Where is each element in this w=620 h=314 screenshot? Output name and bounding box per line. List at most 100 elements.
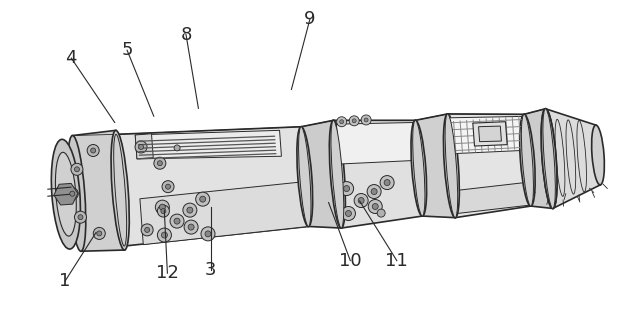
Text: 8: 8: [180, 25, 192, 44]
Circle shape: [340, 120, 343, 124]
Text: 12: 12: [156, 264, 179, 282]
Circle shape: [354, 193, 368, 208]
Circle shape: [349, 116, 359, 126]
Ellipse shape: [297, 127, 312, 226]
Ellipse shape: [111, 130, 130, 250]
Circle shape: [184, 220, 198, 234]
Circle shape: [74, 211, 86, 223]
Circle shape: [162, 181, 174, 193]
Polygon shape: [546, 109, 600, 208]
Circle shape: [367, 185, 381, 198]
Polygon shape: [116, 127, 309, 246]
Circle shape: [157, 205, 169, 217]
Polygon shape: [140, 181, 309, 245]
Circle shape: [135, 141, 147, 153]
Polygon shape: [135, 130, 281, 159]
Circle shape: [138, 144, 144, 149]
Polygon shape: [337, 122, 415, 164]
Circle shape: [70, 191, 75, 196]
Circle shape: [361, 115, 371, 125]
Text: 5: 5: [122, 41, 133, 59]
Ellipse shape: [413, 120, 425, 216]
Circle shape: [358, 198, 364, 203]
Circle shape: [170, 214, 184, 228]
Ellipse shape: [112, 134, 128, 246]
Circle shape: [384, 180, 390, 186]
Polygon shape: [73, 130, 125, 251]
Ellipse shape: [521, 114, 533, 206]
Ellipse shape: [541, 109, 557, 208]
Polygon shape: [334, 120, 422, 228]
Polygon shape: [479, 126, 502, 142]
Circle shape: [377, 209, 385, 217]
Text: 11: 11: [386, 252, 408, 270]
Circle shape: [183, 203, 197, 217]
Ellipse shape: [543, 109, 556, 208]
Polygon shape: [135, 134, 153, 159]
Ellipse shape: [331, 120, 343, 228]
Polygon shape: [301, 120, 342, 228]
Circle shape: [337, 117, 347, 127]
Circle shape: [156, 200, 169, 214]
Ellipse shape: [51, 139, 81, 249]
Ellipse shape: [541, 109, 557, 208]
Ellipse shape: [113, 134, 126, 246]
Circle shape: [161, 232, 167, 238]
Text: 1: 1: [60, 272, 71, 290]
Circle shape: [157, 161, 162, 166]
Circle shape: [74, 167, 79, 172]
Text: 10: 10: [339, 252, 361, 270]
Polygon shape: [450, 116, 526, 154]
Ellipse shape: [55, 152, 76, 236]
Circle shape: [187, 207, 193, 213]
Circle shape: [161, 208, 166, 214]
Circle shape: [157, 228, 171, 242]
Circle shape: [87, 144, 99, 156]
Circle shape: [342, 207, 355, 220]
Polygon shape: [448, 114, 531, 218]
Circle shape: [174, 218, 180, 224]
Circle shape: [66, 188, 78, 200]
Circle shape: [200, 196, 206, 202]
Circle shape: [93, 227, 105, 239]
Circle shape: [352, 119, 356, 123]
Circle shape: [188, 224, 194, 230]
Circle shape: [141, 224, 153, 236]
Ellipse shape: [68, 136, 86, 251]
Circle shape: [380, 176, 394, 190]
Ellipse shape: [591, 125, 604, 185]
Text: 9: 9: [304, 10, 316, 28]
Circle shape: [97, 231, 102, 236]
Circle shape: [372, 203, 378, 209]
Circle shape: [345, 210, 352, 216]
Circle shape: [371, 188, 377, 195]
Ellipse shape: [411, 120, 427, 216]
Circle shape: [91, 148, 95, 153]
Circle shape: [78, 215, 83, 220]
Polygon shape: [455, 182, 529, 214]
Circle shape: [201, 227, 215, 241]
Circle shape: [71, 163, 83, 175]
Polygon shape: [415, 114, 455, 218]
Circle shape: [174, 145, 180, 151]
Circle shape: [364, 118, 368, 122]
Circle shape: [368, 199, 382, 214]
Text: 4: 4: [66, 49, 77, 67]
Ellipse shape: [520, 114, 535, 206]
Circle shape: [340, 181, 353, 196]
Ellipse shape: [299, 127, 311, 226]
Circle shape: [343, 186, 350, 192]
Circle shape: [144, 227, 149, 232]
Ellipse shape: [445, 114, 458, 218]
Text: 3: 3: [205, 261, 216, 279]
Polygon shape: [473, 122, 507, 146]
Circle shape: [196, 192, 210, 206]
Polygon shape: [524, 109, 553, 208]
Circle shape: [166, 184, 171, 189]
Ellipse shape: [329, 120, 345, 228]
Ellipse shape: [443, 114, 459, 218]
Circle shape: [205, 231, 211, 237]
Circle shape: [159, 204, 166, 210]
Circle shape: [154, 157, 166, 169]
Polygon shape: [54, 183, 78, 205]
